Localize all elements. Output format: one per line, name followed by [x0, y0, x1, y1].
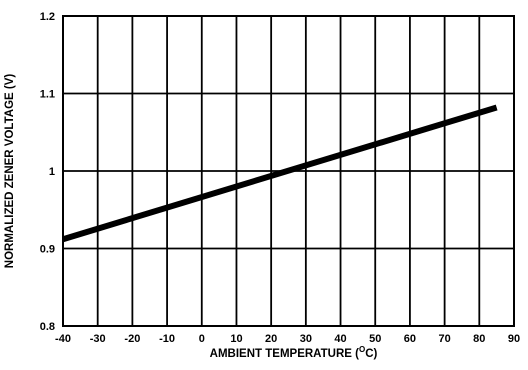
- x-tick-label: 0: [199, 333, 205, 345]
- x-tick-label: 40: [334, 333, 346, 345]
- x-axis-label-main: AMBIENT TEMPERATURE (: [210, 348, 359, 360]
- plot-frame: [62, 15, 515, 327]
- x-tick-label: -10: [159, 333, 175, 345]
- x-tick-label: 70: [438, 333, 450, 345]
- x-axis-label: AMBIENT TEMPERATURE (OC): [210, 345, 378, 360]
- x-axis-label-tail: C): [365, 348, 377, 360]
- x-tick-label: 80: [473, 333, 485, 345]
- x-tick-label: 20: [265, 333, 277, 345]
- x-tick-label: -40: [55, 333, 71, 345]
- x-tick-label: 60: [404, 333, 416, 345]
- y-axis-label: NORMALIZED ZENER VOLTAGE (V): [4, 74, 16, 269]
- x-tick-label: 50: [369, 333, 381, 345]
- x-tick-label: 90: [508, 333, 520, 345]
- series-line: [62, 104, 498, 243]
- y-tick-label: 0.8: [40, 321, 55, 333]
- y-tick-label: 0.9: [40, 244, 55, 256]
- x-axis-label-degree: O: [359, 345, 365, 354]
- x-tick-label: -20: [124, 333, 140, 345]
- tick-labels: -40 -30 -20 -10 0 10 20 30 40 50 60 70 80 90 0.8 0.9 1 1.…: [40, 11, 520, 345]
- y-tick-label: 1.2: [40, 11, 55, 23]
- series-layer: [62, 104, 498, 243]
- x-tick-label: 30: [300, 333, 312, 345]
- x-tick-label: 10: [230, 333, 242, 345]
- y-tick-label: 1.1: [40, 89, 55, 101]
- y-tick-label: 1: [49, 166, 55, 178]
- x-tick-label: -30: [90, 333, 106, 345]
